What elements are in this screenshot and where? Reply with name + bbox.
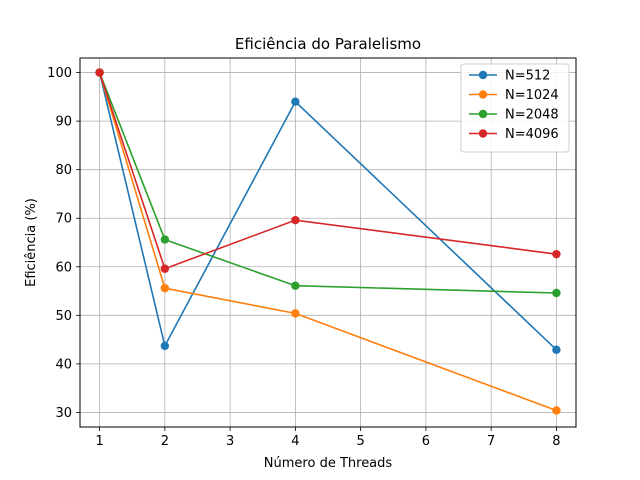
data-point bbox=[160, 283, 170, 293]
series-line bbox=[98, 72, 557, 270]
data-point bbox=[552, 345, 561, 355]
y-tick-label: 90 bbox=[55, 115, 72, 130]
x-tick-label: 3 bbox=[226, 434, 234, 449]
legend-label: N=512 bbox=[505, 69, 550, 84]
data-point bbox=[291, 97, 300, 106]
data-point bbox=[291, 309, 300, 318]
data-point bbox=[552, 406, 561, 415]
chart-title: Eficiência do Paralelismo bbox=[235, 35, 421, 53]
y-tick-label: 80 bbox=[55, 163, 72, 178]
plot-frame bbox=[79, 57, 577, 428]
legend: N=512 N=1024 N=2048 N=4096 bbox=[460, 63, 570, 153]
y-tick-label: 30 bbox=[55, 406, 72, 421]
legend-marker bbox=[478, 70, 488, 80]
x-axis-label: Número de Threads bbox=[264, 456, 393, 471]
legend-label: N=4096 bbox=[505, 127, 559, 142]
series-layer bbox=[95, 68, 561, 415]
x-axis: 1 2 3 4 5 6 7 8 bbox=[95, 427, 561, 449]
data-point bbox=[160, 264, 170, 273]
legend-box bbox=[460, 63, 570, 153]
x-tick-label: 6 bbox=[422, 434, 430, 449]
y-axis: 30 40 50 60 70 80 90 100 bbox=[47, 66, 80, 421]
series-line bbox=[98, 72, 557, 351]
series-line bbox=[98, 72, 557, 294]
legend-label: N=2048 bbox=[505, 108, 559, 123]
legend-marker bbox=[478, 109, 488, 119]
x-tick-label: 1 bbox=[95, 434, 103, 449]
x-tick-label: 7 bbox=[487, 434, 495, 449]
y-tick-label: 70 bbox=[55, 212, 72, 227]
data-point bbox=[552, 288, 561, 298]
data-point bbox=[160, 341, 170, 351]
data-point bbox=[552, 249, 561, 259]
x-tick-label: 2 bbox=[161, 434, 169, 449]
legend-marker bbox=[478, 129, 488, 138]
y-tick-label: 60 bbox=[55, 260, 72, 275]
data-point bbox=[291, 215, 300, 225]
data-point bbox=[95, 68, 104, 77]
x-tick-label: 4 bbox=[291, 434, 299, 449]
y-tick-label: 100 bbox=[47, 66, 72, 81]
legend-marker bbox=[478, 90, 488, 99]
data-point bbox=[291, 281, 300, 290]
x-tick-label: 8 bbox=[552, 434, 560, 449]
y-tick-label: 40 bbox=[55, 357, 72, 372]
data-point bbox=[160, 235, 170, 244]
series-line bbox=[98, 72, 557, 412]
x-tick-label: 5 bbox=[356, 434, 364, 449]
y-axis-label: Eficiência (%) bbox=[24, 198, 39, 287]
legend-label: N=1024 bbox=[505, 88, 559, 103]
y-tick-label: 50 bbox=[55, 309, 72, 324]
